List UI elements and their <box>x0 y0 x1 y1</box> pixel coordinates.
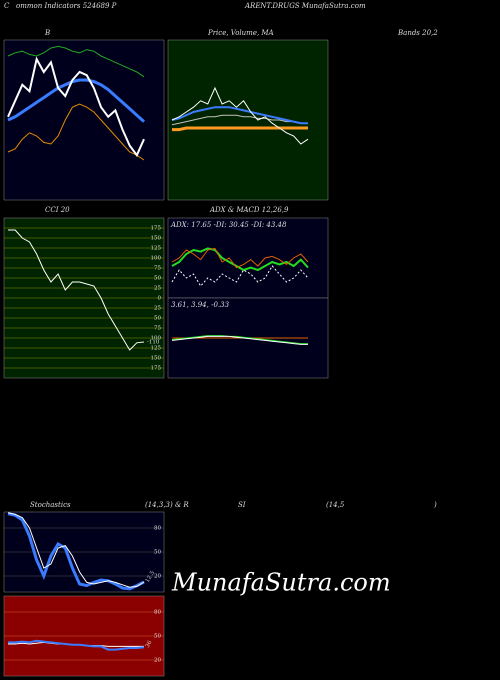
series-line <box>7 45 145 78</box>
series-line <box>171 106 308 125</box>
y-tick-label: 50 <box>154 276 161 282</box>
series-line <box>8 229 145 351</box>
label: ARENT.DRUGS MunafaSutra.com <box>244 2 366 10</box>
label: ommon Indicators 524689 P <box>16 2 117 10</box>
value-label: -110 <box>147 340 160 346</box>
y-tick-label: 80 <box>154 526 161 532</box>
label: (14,3,3) & R <box>145 501 189 509</box>
series-line <box>7 103 145 161</box>
label: SI <box>238 501 246 509</box>
y-tick-label: 100 <box>151 256 162 262</box>
series-line <box>8 639 145 651</box>
y-tick-label: 50 <box>154 634 161 640</box>
value-label: 12.5 <box>145 570 157 584</box>
label: B <box>44 29 50 37</box>
y-tick-label: 150 <box>151 356 162 362</box>
y-tick-label: 50 <box>154 316 161 322</box>
y-tick-label: 25 <box>154 306 161 312</box>
series-line <box>171 247 309 272</box>
y-tick-label: 0 <box>158 296 162 302</box>
y-tick-label: 175 <box>151 226 162 232</box>
label: CCI 20 <box>45 206 70 214</box>
y-tick-label: 20 <box>154 658 161 664</box>
series-line <box>171 247 309 269</box>
value-label: 36 <box>145 639 154 648</box>
label: Stochastics <box>30 501 71 509</box>
series-line <box>171 86 309 145</box>
y-tick-label: 75 <box>154 326 161 332</box>
y-tick-label: 125 <box>151 346 162 352</box>
series-line <box>7 78 145 123</box>
y-tick-label: 50 <box>154 550 161 556</box>
panel <box>3 39 165 201</box>
y-tick-label: 20 <box>154 574 161 580</box>
y-tick-label: 100 <box>151 336 162 342</box>
y-tick-label: 125 <box>151 246 162 252</box>
series-line <box>7 56 145 158</box>
series-line <box>7 512 145 591</box>
label: Price, Volume, MA <box>207 29 274 37</box>
panel <box>167 217 329 299</box>
label: Bands 20,2 <box>397 29 438 37</box>
label: (14,5 <box>326 501 345 509</box>
series-line <box>7 512 145 588</box>
label: ) <box>433 501 437 509</box>
y-tick-label: 150 <box>151 236 162 242</box>
series-line <box>171 114 308 126</box>
label: C <box>4 2 10 10</box>
series-line <box>171 335 308 345</box>
y-tick-label: 75 <box>154 266 161 272</box>
y-tick-label: 25 <box>154 286 161 292</box>
y-tick-label: 175 <box>151 366 162 372</box>
watermark: MunafaSutra.com <box>171 569 391 597</box>
annotation: ADX: 17.65 -DI: 30.45 -DI: 43.48 <box>170 221 287 229</box>
y-tick-label: 80 <box>154 610 161 616</box>
series-line <box>172 126 308 132</box>
label: ADX & MACD 12,26,9 <box>209 206 289 214</box>
series-line <box>171 335 308 345</box>
annotation: 3.61, 3.94, -0.33 <box>171 301 230 309</box>
